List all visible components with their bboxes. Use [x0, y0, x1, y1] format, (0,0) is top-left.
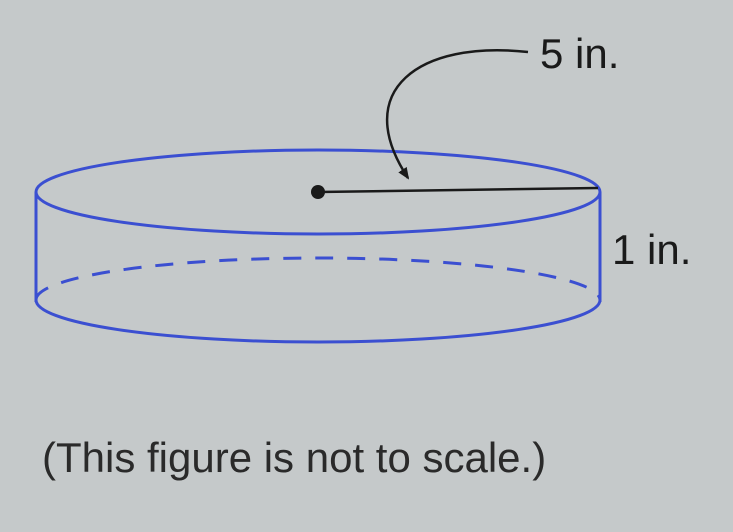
height-label: 1 in.	[612, 226, 691, 274]
radius-label: 5 in.	[540, 30, 619, 78]
center-dot	[311, 185, 325, 199]
radius-line	[318, 188, 598, 192]
leader-arrow	[387, 50, 528, 178]
cylinder-figure: 5 in. 1 in. (This figure is not to scale…	[0, 0, 733, 532]
bottom-ellipse-back	[36, 258, 600, 300]
figure-caption: (This figure is not to scale.)	[42, 434, 546, 482]
bottom-ellipse-front	[36, 300, 600, 342]
